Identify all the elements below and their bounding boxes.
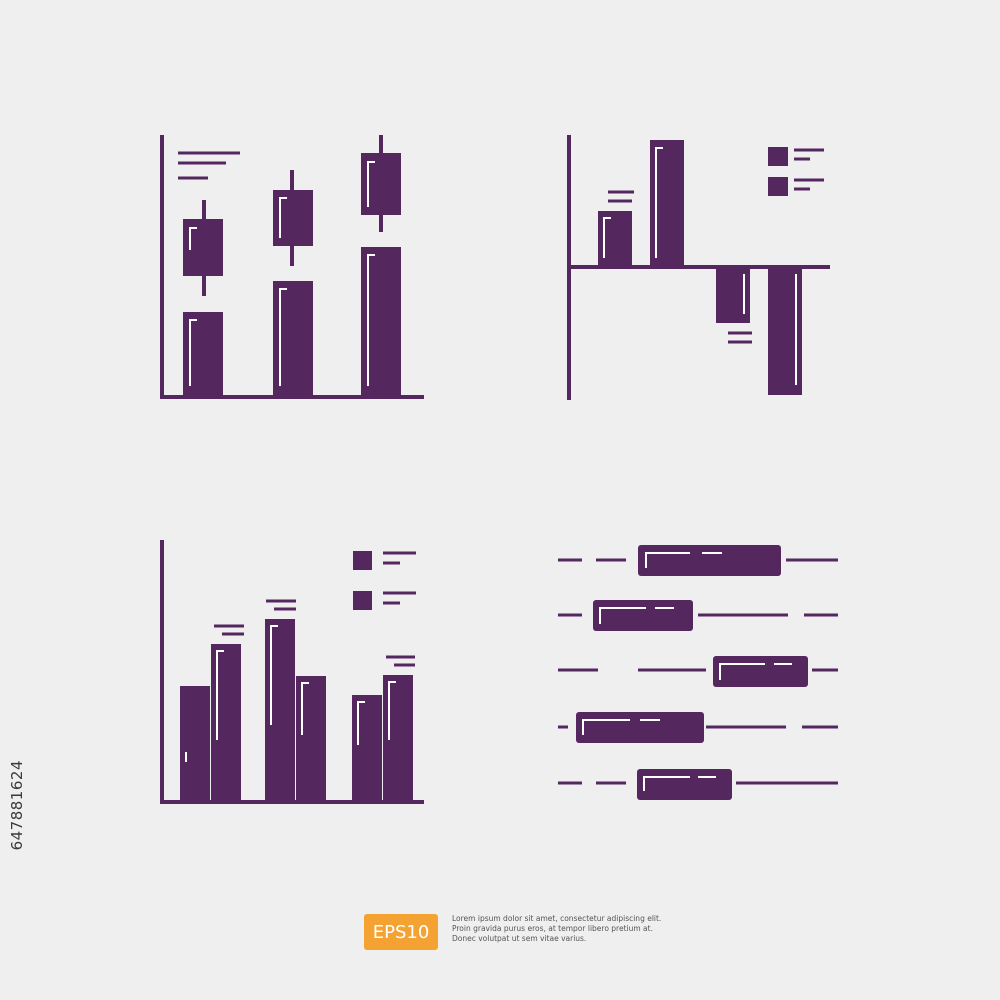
caption-text: Lorem ipsum dolor sit amet, consectetur … bbox=[452, 914, 712, 944]
eps10-badge: EPS10 bbox=[364, 914, 438, 950]
gantt-bar bbox=[637, 769, 732, 800]
caption-line: Proin gravida purus eros, at tempor libe… bbox=[452, 924, 653, 933]
gantt-chart-icon bbox=[558, 545, 838, 800]
legend-square bbox=[353, 591, 372, 610]
candlestick-chart-icon bbox=[160, 135, 424, 399]
caption-line: Donec volutpat ut sem vitae varius. bbox=[452, 934, 587, 943]
stock-image-id: 647881624 bbox=[8, 760, 26, 851]
highlights bbox=[582, 552, 792, 791]
gantt-bar bbox=[638, 545, 781, 576]
grouped-bar-chart-icon bbox=[160, 540, 424, 804]
highlights bbox=[189, 161, 375, 386]
highlights bbox=[603, 147, 797, 385]
bar bbox=[180, 686, 210, 802]
legend-square bbox=[353, 551, 372, 570]
legend-square bbox=[768, 177, 788, 196]
legend-square bbox=[768, 147, 788, 166]
bar bbox=[211, 644, 241, 802]
gantt-bar bbox=[576, 712, 704, 743]
bar bbox=[296, 676, 326, 802]
gantt-bar bbox=[713, 656, 808, 687]
bar bbox=[265, 619, 295, 802]
highlights bbox=[185, 625, 396, 762]
caption-line: Lorem ipsum dolor sit amet, consectetur … bbox=[452, 914, 662, 923]
bar bbox=[352, 695, 382, 802]
bar bbox=[383, 675, 413, 802]
waterfall-chart-icon bbox=[567, 135, 830, 400]
gantt-bar bbox=[593, 600, 693, 631]
